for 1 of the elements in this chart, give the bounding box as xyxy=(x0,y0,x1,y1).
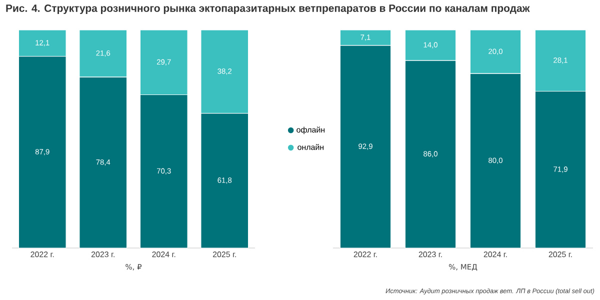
chart-title: Рис. 4. Структура розничного рынка эктопаразитарных ветпрепаратов в России по каналам продаж xyxy=(6,4,530,14)
